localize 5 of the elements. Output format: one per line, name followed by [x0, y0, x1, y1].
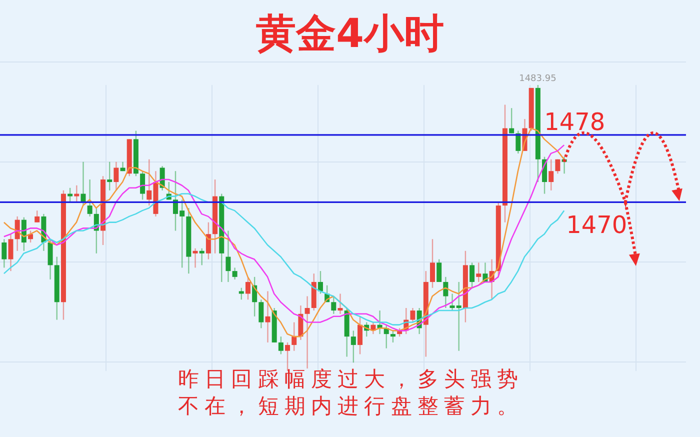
ref-line-label: 1478	[544, 108, 606, 136]
ref-line-label: 1470	[566, 211, 628, 240]
annotation: 1483.95	[519, 74, 556, 84]
chart-title: 黄金4小时	[256, 11, 444, 57]
annotation: 昨日回踩幅度过大，多头强势不在，短期内进行盘整蓄力。	[178, 366, 525, 420]
